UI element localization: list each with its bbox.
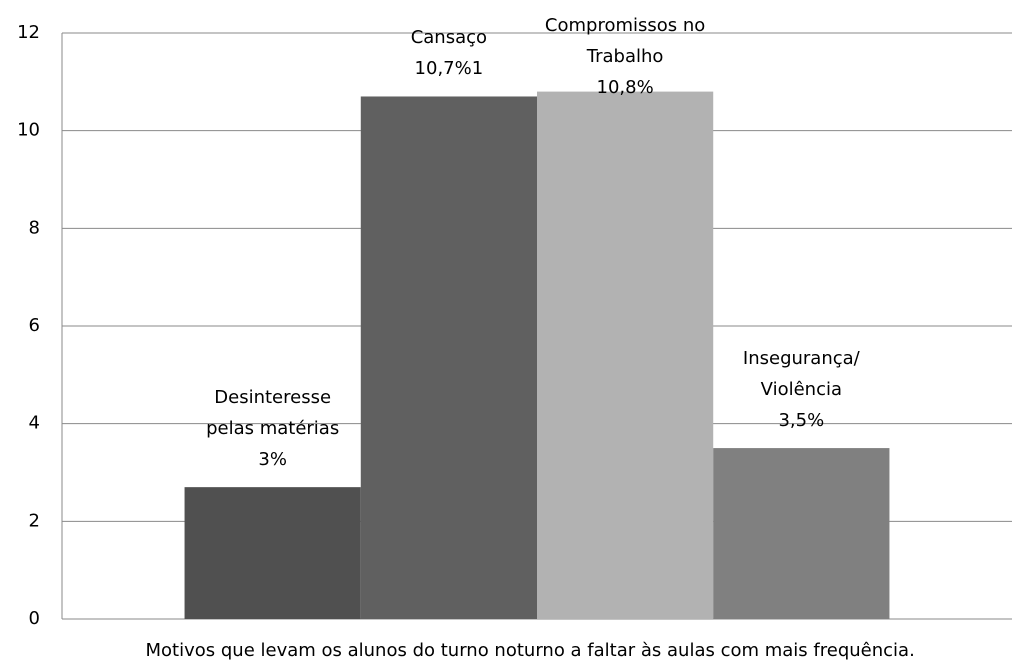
data-label: Cansaço 10,7%1 [374, 22, 524, 84]
x-tick-label: Motivos que levam os alunos do turno not… [145, 640, 915, 661]
series-name: Compromissos no Trabalho [544, 15, 706, 67]
value-label: 10,7%1 [414, 58, 484, 80]
series-name: Cansaço [410, 27, 488, 49]
bar [713, 448, 890, 619]
y-tick-label: 4 [29, 413, 40, 434]
value-label: 3,5% [778, 410, 825, 432]
y-tick-label: 2 [29, 510, 40, 531]
data-label: Compromissos no Trabalho 10,8% [538, 10, 713, 103]
data-label: Insegurança/ Violência 3,5% [736, 343, 866, 436]
bar [360, 96, 537, 619]
bar [184, 487, 361, 619]
y-tick-label: 6 [29, 315, 40, 336]
y-tick-label: 12 [17, 22, 40, 43]
value-label: 3% [258, 449, 287, 471]
series-name: Desinteresse pelas matérias [206, 387, 340, 440]
y-tick-label: 0 [29, 608, 40, 629]
y-tick-label: 8 [29, 217, 40, 238]
bar [537, 91, 714, 620]
value-label: 10,8% [596, 77, 654, 98]
y-tick-label: 10 [17, 120, 40, 141]
data-label: Desinteresse pelas matérias 3% [198, 382, 348, 475]
series-name: Insegurança/ Violência [742, 348, 860, 401]
